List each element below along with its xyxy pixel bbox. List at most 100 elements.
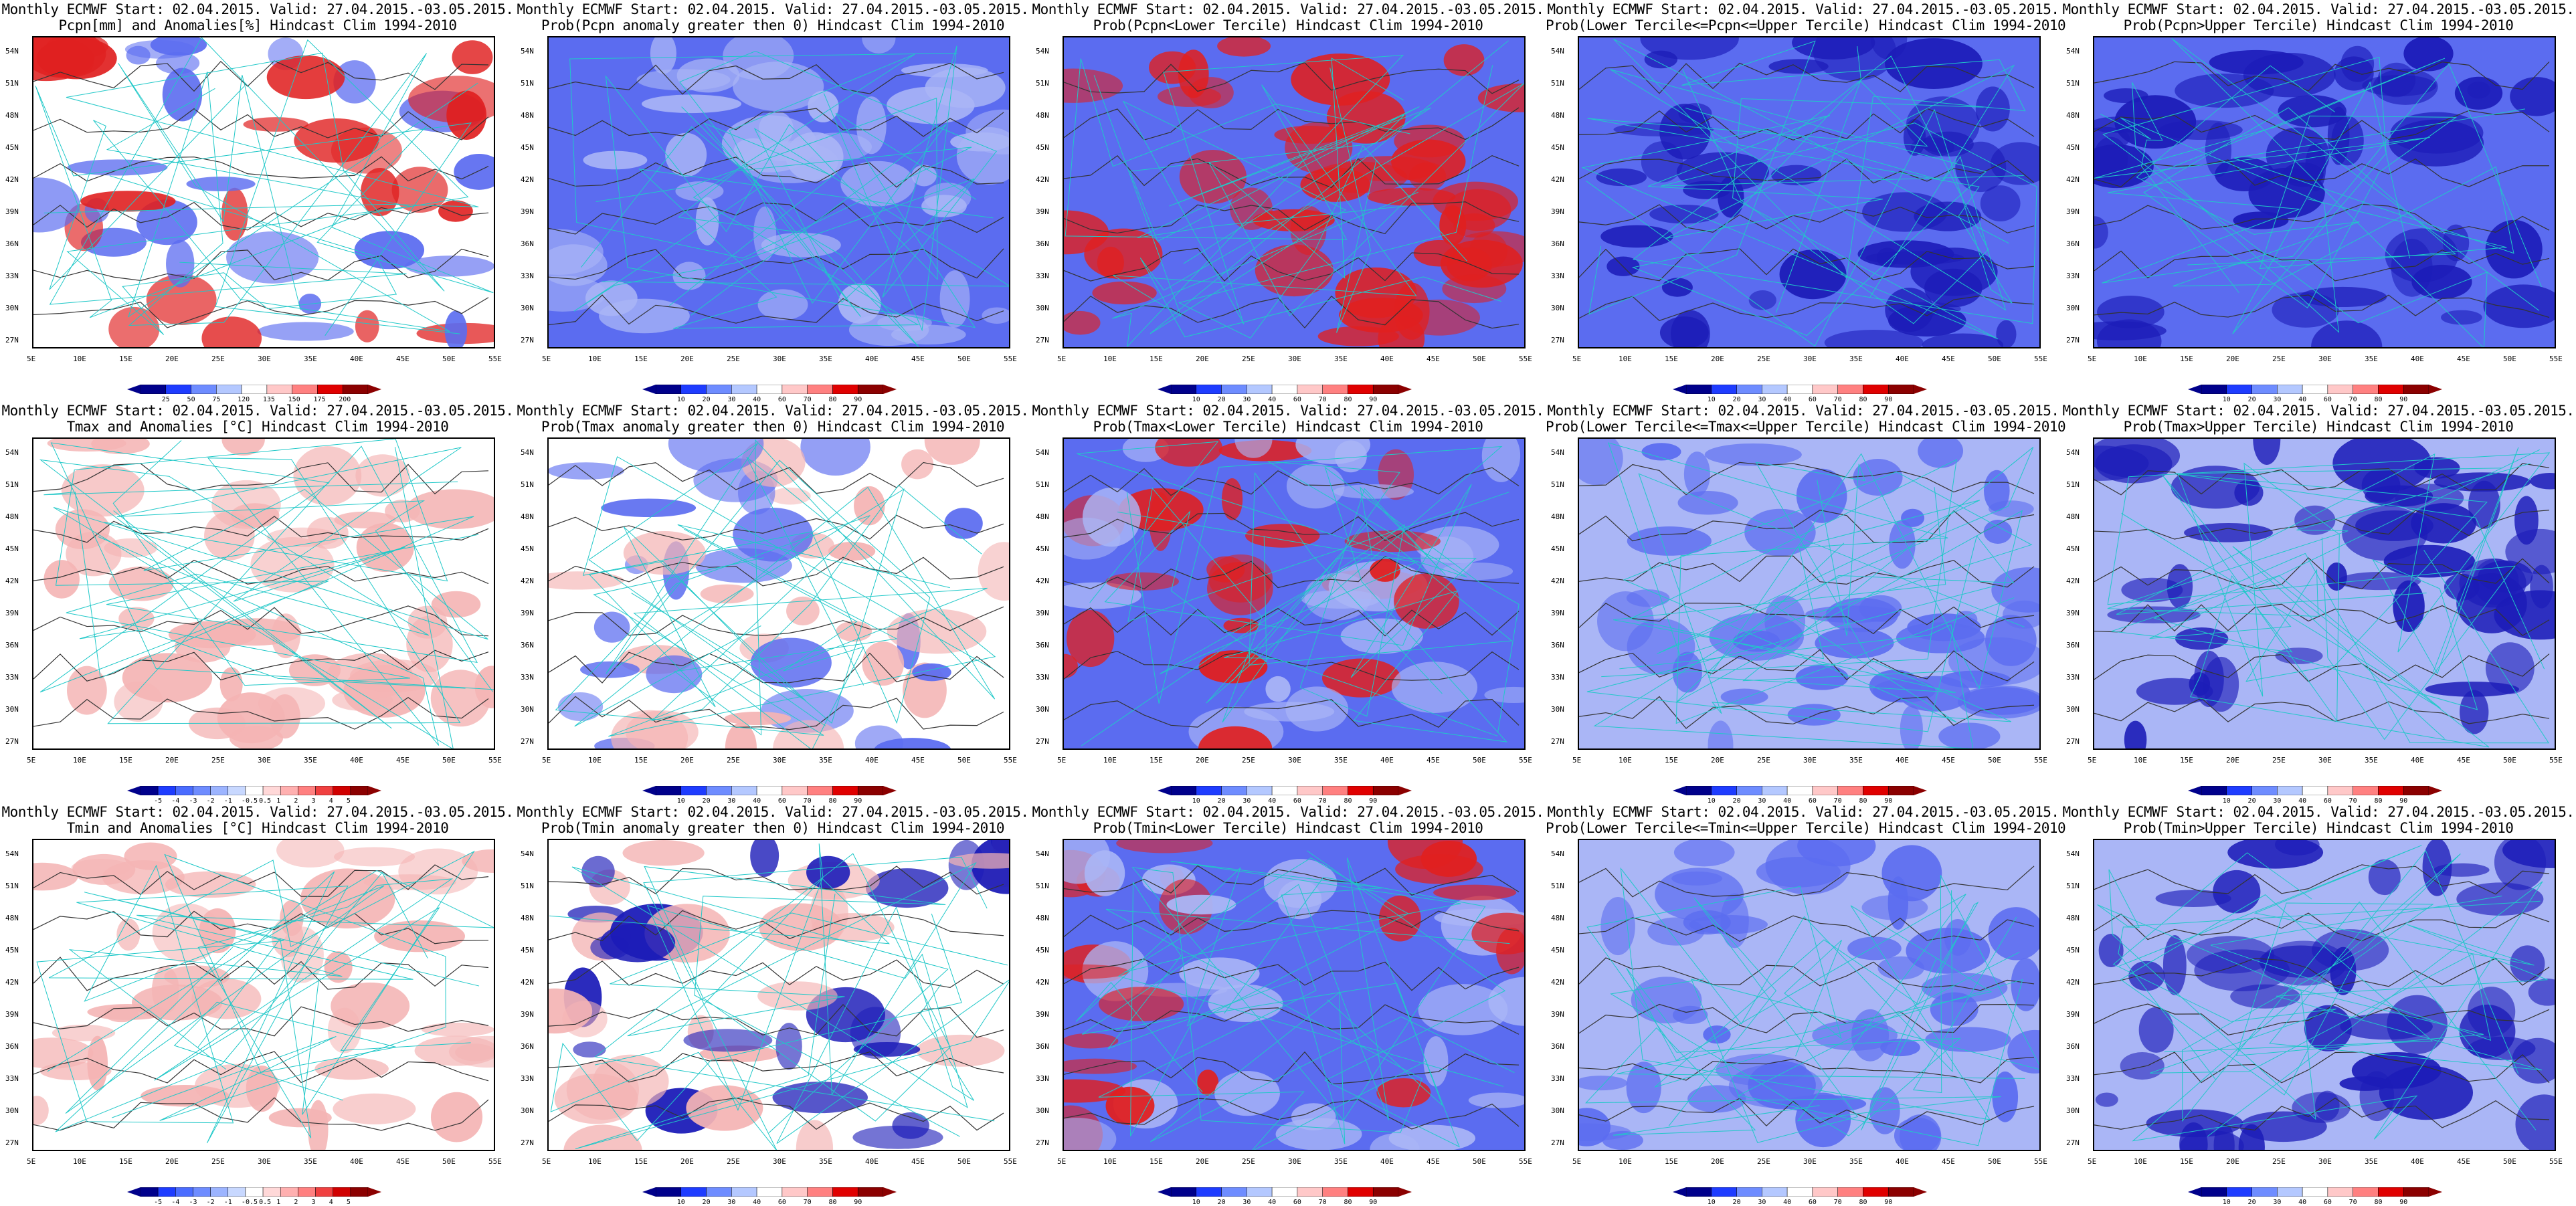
field-blob	[2454, 76, 2503, 110]
contour-line	[1579, 158, 2035, 184]
field-blob	[219, 667, 243, 702]
contour-line	[1064, 650, 1520, 681]
colorbar-label: 40	[1268, 1199, 1277, 1206]
coastline	[1586, 80, 2013, 347]
lat-tick-label: 54N	[521, 47, 534, 56]
colorbar-label: 90	[1884, 1199, 1893, 1206]
colorbar-label: 60	[777, 1199, 786, 1206]
contour-line	[1579, 295, 2035, 322]
lat-tick-label: 27N	[5, 1138, 19, 1147]
field-blob	[1321, 658, 1401, 698]
lat-tick-label: 33N	[5, 673, 19, 682]
coastline	[1065, 58, 1417, 317]
lon-tick-label: 35E	[2365, 756, 2378, 765]
lon-tick-label: 50E	[2503, 355, 2516, 363]
field-blob	[72, 853, 136, 885]
colorbar-swatch	[1736, 1187, 1762, 1197]
lat-tick-label: 27N	[5, 737, 19, 746]
field-blob	[581, 856, 615, 888]
colorbar-swatch	[1170, 1187, 1197, 1197]
lon-tick-label: 50E	[1473, 756, 1486, 765]
colorbar-right-arrow	[368, 385, 381, 394]
lon-tick-label: 55E	[2034, 355, 2047, 363]
colorbar-label: -5	[154, 1199, 163, 1206]
lat-tick-label: 42N	[1551, 978, 1564, 987]
field-blob	[563, 1124, 642, 1150]
panel-title-line1: Monthly ECMWF Start: 02.04.2015. Valid: …	[517, 1, 1029, 17]
colorbar-swatch	[175, 1187, 193, 1197]
field-blob	[2095, 444, 2173, 484]
lon-tick-label: 45E	[1942, 756, 1955, 765]
lat-tick-label: 45N	[5, 946, 19, 954]
contour-line	[1064, 555, 1520, 590]
lon-tick-label: 40E	[1896, 355, 1909, 363]
field-blob	[87, 1004, 169, 1020]
map-field	[2093, 437, 2556, 750]
colorbar-label: 80	[1859, 396, 1867, 403]
coastline	[1077, 441, 1509, 723]
colorbar-label: 10	[1707, 1199, 1716, 1206]
lat-tick-label: 51N	[1036, 882, 1049, 890]
colorbar-right-arrow	[883, 1187, 897, 1197]
colorbar-swatch	[193, 1187, 211, 1197]
colorbar-label: 80	[1344, 396, 1352, 403]
panel-title-line2: Prob(Pcpn anomaly greater then 0) Hindca…	[541, 17, 1005, 33]
panel-title-line1: Monthly ECMWF Start: 02.04.2015. Valid: …	[517, 804, 1029, 820]
colorbar-label: 80	[828, 396, 837, 403]
contour-line	[1064, 201, 1520, 235]
coastline	[1654, 902, 2023, 1146]
colorbar	[127, 385, 381, 394]
coastline	[2112, 852, 2502, 1074]
field-blob	[136, 199, 197, 245]
lat-tick-label: 39N	[521, 207, 534, 216]
panel-title-line1: Monthly ECMWF Start: 02.04.2015. Valid: …	[1032, 804, 1544, 820]
lon-tick-label: 45E	[1427, 1157, 1440, 1166]
field-blob	[2138, 1007, 2174, 1053]
map-panel: Monthly ECMWF Start: 02.04.2015. Valid: …	[515, 803, 1030, 1206]
colorbar-label: 30	[1758, 1199, 1766, 1206]
contour-line	[1579, 555, 2035, 588]
contour-line	[1579, 462, 2035, 496]
contour-line	[2094, 61, 2550, 92]
contour-line	[549, 202, 1004, 235]
contour-line	[1064, 1004, 1520, 1035]
colorbar-label: 60	[1808, 797, 1817, 805]
field-blob	[1962, 687, 2039, 715]
field-blob	[2098, 934, 2124, 968]
lat-tick-label: 54N	[2066, 849, 2080, 858]
lon-tick-label: 55E	[1004, 355, 1017, 363]
colorbar-swatch	[262, 1187, 281, 1197]
field-blob	[733, 62, 824, 112]
map-panel: Monthly ECMWF Start: 02.04.2015. Valid: …	[1546, 0, 2066, 403]
lat-tick-label: 30N	[1551, 705, 1564, 714]
colorbar-label: 70	[1833, 1199, 1842, 1206]
contour-line	[33, 1051, 489, 1084]
lat-tick-label: 27N	[1036, 1138, 1049, 1147]
colorbar-swatch	[266, 385, 292, 394]
field-blob	[355, 454, 410, 497]
lon-tick-label: 20E	[165, 1157, 179, 1166]
field-blob	[2094, 216, 2108, 249]
field-blob	[573, 1041, 606, 1058]
colorbar-label: -4	[171, 1199, 180, 1206]
panel-title-line2: Prob(Lower Tercile<=Tmin<=Upper Tercile)…	[1546, 820, 2066, 836]
field-blob	[2528, 979, 2555, 1006]
field-blob	[852, 1125, 943, 1149]
contour-line	[549, 62, 1004, 95]
lat-tick-label: 51N	[1036, 79, 1049, 88]
field-blob	[757, 289, 808, 320]
lon-tick-label: 45E	[911, 1157, 925, 1166]
lon-tick-label: 10E	[73, 355, 86, 363]
contour-line	[549, 651, 1004, 684]
field-blob	[1795, 665, 1849, 690]
field-blob	[750, 840, 779, 877]
colorbar-left-arrow	[127, 786, 141, 795]
lon-tick-label: 50E	[957, 1157, 971, 1166]
lat-tick-label: 36N	[1551, 1042, 1564, 1051]
lon-tick-label: 10E	[1619, 1157, 1632, 1166]
contour-line	[549, 248, 1004, 280]
field-blob	[1149, 51, 1196, 84]
lat-tick-label: 42N	[1036, 978, 1049, 987]
colorbar-swatch	[2378, 786, 2404, 795]
